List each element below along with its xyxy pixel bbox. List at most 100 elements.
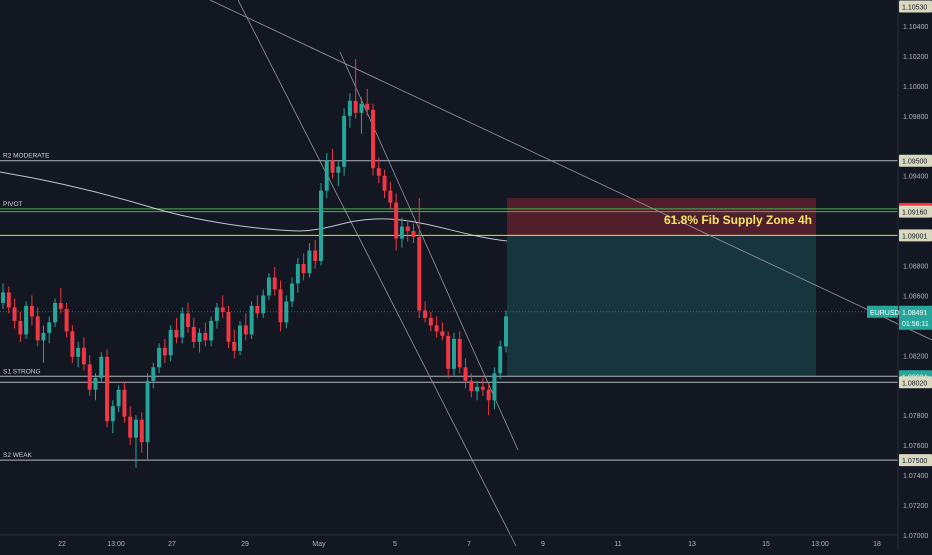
time-tick-label: 18 xyxy=(873,541,881,548)
candle xyxy=(12,298,17,329)
candle-body xyxy=(411,231,416,238)
candle-body xyxy=(388,190,393,203)
candle-body xyxy=(330,160,335,173)
candle xyxy=(157,343,162,374)
candle-body xyxy=(87,364,92,390)
candle xyxy=(191,317,196,348)
symbol-tag-bg xyxy=(867,305,898,318)
candle-body xyxy=(18,320,23,335)
price-tick-label: 1.07000 xyxy=(903,533,928,540)
candle-body xyxy=(145,380,150,443)
candle-body xyxy=(180,313,185,338)
candle-body xyxy=(272,277,277,290)
candle-body xyxy=(203,332,208,341)
price-tick-label: 1.07600 xyxy=(903,443,928,450)
candle-body xyxy=(64,308,69,332)
candle xyxy=(174,317,179,344)
time-axis[interactable]: 22 13:00 27 29 May 5 7 9 11 13 15 13:00 18 xyxy=(0,534,898,548)
candle xyxy=(318,183,323,266)
candle-body xyxy=(209,320,214,341)
candle xyxy=(266,272,271,300)
annotations: 61.8% Fib Supply Zone 4h EURUSD xyxy=(664,213,900,318)
candle-body xyxy=(423,310,428,318)
candle-body xyxy=(261,295,266,314)
price-tick-label: 1.10200 xyxy=(903,54,928,61)
candle xyxy=(371,103,376,176)
time-tick-label: 15 xyxy=(762,541,770,548)
candle xyxy=(226,305,231,348)
candle-body xyxy=(99,356,104,378)
candle-body xyxy=(174,329,179,338)
candle xyxy=(324,153,329,199)
candle-body xyxy=(238,325,243,351)
candle xyxy=(428,311,433,332)
candle-body xyxy=(428,317,433,326)
bar-countdown: 01:56:11 xyxy=(902,321,929,328)
candle-body xyxy=(41,332,46,341)
candle xyxy=(214,302,219,329)
candle xyxy=(203,322,208,347)
candle xyxy=(6,286,11,314)
candle xyxy=(504,310,508,353)
level-label: S1 STRONG xyxy=(3,368,41,375)
candle-body xyxy=(376,168,381,176)
candle-body xyxy=(122,389,127,417)
candle xyxy=(70,325,75,363)
candle xyxy=(243,313,248,341)
candle-body xyxy=(480,386,485,390)
candle xyxy=(342,108,347,176)
candle-body xyxy=(301,264,306,273)
candle-body xyxy=(1,292,5,303)
candle-body xyxy=(405,226,410,232)
candle xyxy=(128,406,133,446)
candle-body xyxy=(255,305,260,314)
candle xyxy=(376,157,381,184)
price-tick-label: 1.09800 xyxy=(903,114,928,121)
level-lines: R2 MODERATE PIVOT S1 STRONG S2 WEAK xyxy=(0,153,898,461)
current-price-tag-bg xyxy=(899,305,932,330)
current-price-tag: 1.08491 xyxy=(902,310,927,317)
price-tick-label: 1.09400 xyxy=(903,174,928,181)
candle xyxy=(209,316,214,347)
candle-body xyxy=(371,109,376,169)
candle xyxy=(290,277,295,308)
candle-body xyxy=(151,367,156,381)
level-price-tag-bg xyxy=(899,229,932,242)
candle xyxy=(394,193,399,251)
time-tick-label: 27 xyxy=(168,541,176,548)
candle xyxy=(162,338,167,363)
level-price-tag: 1.09160 xyxy=(902,210,927,217)
candle-body xyxy=(469,380,474,392)
candle xyxy=(180,307,185,344)
candle-body xyxy=(365,103,370,110)
price-axis[interactable]: 1.10400 1.10200 1.10000 1.09800 1.09400 1.088… xyxy=(897,0,932,550)
candle xyxy=(336,160,341,187)
price-tick-label: 1.08200 xyxy=(903,353,928,360)
candle xyxy=(116,385,121,413)
candle-body xyxy=(284,301,289,323)
level-price-tag: 1.07500 xyxy=(902,458,927,465)
candle xyxy=(313,240,318,269)
candle-body xyxy=(186,313,191,327)
stop-loss-zone xyxy=(507,198,816,236)
candle xyxy=(76,341,81,368)
candle xyxy=(64,302,69,338)
candle xyxy=(492,367,497,410)
candle-body xyxy=(12,307,17,321)
candle xyxy=(35,307,40,347)
candle xyxy=(139,412,144,453)
candle xyxy=(53,298,58,327)
candle-body xyxy=(434,325,439,332)
candle xyxy=(347,93,352,128)
candle xyxy=(382,169,387,199)
candle xyxy=(272,267,277,296)
candle-body xyxy=(336,166,341,173)
candle-body xyxy=(463,367,468,381)
candle-body xyxy=(6,292,11,308)
moving-average xyxy=(0,171,508,242)
price-tick-label: 1.07400 xyxy=(903,473,928,480)
candle-body xyxy=(76,347,81,357)
